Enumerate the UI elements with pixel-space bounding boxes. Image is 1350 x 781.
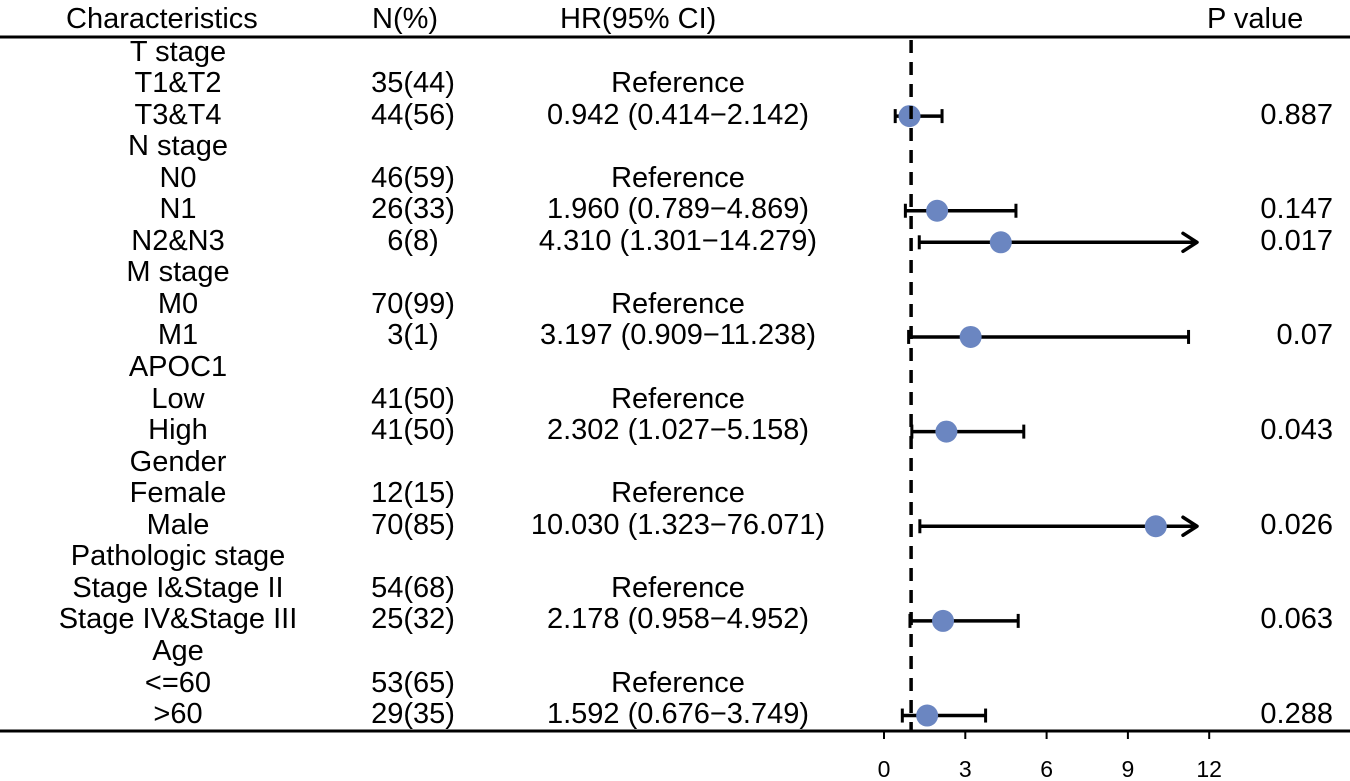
row-label: >60 xyxy=(153,698,203,731)
hr-point xyxy=(926,199,949,222)
hr-ci-value: Reference xyxy=(611,571,745,604)
p-value: 0.043 xyxy=(1260,414,1333,447)
row-label: N2&N3 xyxy=(131,224,225,257)
row-label: Stage I&Stage II xyxy=(72,571,284,604)
p-value: 0.147 xyxy=(1260,193,1333,226)
n-percent-value: 46(59) xyxy=(371,161,455,194)
n-percent-value: 44(56) xyxy=(371,98,455,131)
p-value: 0.288 xyxy=(1260,698,1333,731)
p-value: 0.026 xyxy=(1260,508,1333,541)
hr-ci-value: Reference xyxy=(611,287,745,320)
header-n-percent: N(%) xyxy=(372,3,439,35)
hr-ci-value: Reference xyxy=(611,382,745,415)
hr-ci-value: 2.178 (0.958−4.952) xyxy=(546,603,810,636)
hr-point xyxy=(989,231,1012,254)
n-percent-value: 12(15) xyxy=(371,477,455,510)
group-label: N stage xyxy=(128,130,228,163)
x-tick-label: 3 xyxy=(959,756,972,781)
hr-ci-value: 2.302 (1.027−5.158) xyxy=(546,414,810,447)
hr-ci-value: 10.030 (1.323−76.071) xyxy=(530,508,826,541)
group-label: APOC1 xyxy=(128,351,228,383)
group-label: T stage xyxy=(129,35,227,68)
row-label: High xyxy=(148,414,208,447)
p-value: 0.887 xyxy=(1260,98,1333,131)
row-label: T1&T2 xyxy=(134,67,222,100)
hr-ci-value: 1.960 (0.789−4.869) xyxy=(546,193,810,226)
row-label: <=60 xyxy=(144,666,212,699)
hr-ci-value: Reference xyxy=(611,67,745,100)
x-tick-label: 12 xyxy=(1196,756,1222,781)
hr-point xyxy=(932,609,955,632)
header-characteristics: Characteristics xyxy=(66,3,258,35)
p-value: 0.063 xyxy=(1260,603,1333,636)
row-label: T3&T4 xyxy=(134,98,222,131)
n-percent-value: 3(1) xyxy=(387,319,439,352)
n-percent-value: 29(35) xyxy=(371,698,455,731)
hr-ci-value: Reference xyxy=(611,161,745,194)
hr-ci-value: Reference xyxy=(611,477,745,510)
ci-arrow-head xyxy=(1181,515,1199,537)
p-value: 0.07 xyxy=(1276,319,1333,352)
n-percent-value: 53(65) xyxy=(371,666,455,699)
n-percent-value: 35(44) xyxy=(371,67,455,100)
x-tick-label: 6 xyxy=(1040,756,1053,781)
n-percent-value: 41(50) xyxy=(371,382,455,415)
hr-point xyxy=(959,325,982,348)
row-label: M0 xyxy=(157,287,199,320)
hr-ci-value: 3.197 (0.909−11.238) xyxy=(540,319,816,352)
x-tick-label: 9 xyxy=(1122,756,1135,781)
n-percent-value: 6(8) xyxy=(387,224,439,257)
header-p-value: P value xyxy=(1207,3,1304,35)
row-label: N0 xyxy=(159,161,197,194)
n-percent-value: 54(68) xyxy=(371,571,455,604)
row-label: M1 xyxy=(157,319,199,352)
group-label: Gender xyxy=(129,445,227,478)
ci-arrow-head xyxy=(1181,231,1199,254)
n-percent-value: 25(32) xyxy=(371,603,455,636)
hr-point xyxy=(916,704,939,727)
row-label: Low xyxy=(151,382,205,415)
row-label: N1 xyxy=(159,193,197,226)
p-value: 0.017 xyxy=(1260,224,1333,257)
hr-point xyxy=(935,420,958,443)
header-hr-ci: HR(95% CI) xyxy=(560,3,717,35)
hr-point xyxy=(1144,515,1167,538)
group-label: Age xyxy=(152,634,204,667)
n-percent-value: 41(50) xyxy=(371,414,455,447)
n-percent-value: 26(33) xyxy=(371,193,455,226)
hr-ci-value: 0.942 (0.414−2.142) xyxy=(546,98,810,131)
hr-ci-value: 4.310 (1.301−14.279) xyxy=(538,224,818,257)
hr-ci-value: Reference xyxy=(611,666,745,699)
n-percent-value: 70(99) xyxy=(371,287,455,320)
n-percent-value: 70(85) xyxy=(371,508,455,541)
row-label: Male xyxy=(146,508,210,541)
row-label: Stage IV&Stage III xyxy=(58,603,298,636)
row-label: Female xyxy=(129,477,227,510)
group-label: M stage xyxy=(126,256,230,289)
group-label: Pathologic stage xyxy=(70,540,286,573)
hr-ci-value: 1.592 (0.676−3.749) xyxy=(546,698,810,731)
x-tick-label: 0 xyxy=(878,756,891,781)
